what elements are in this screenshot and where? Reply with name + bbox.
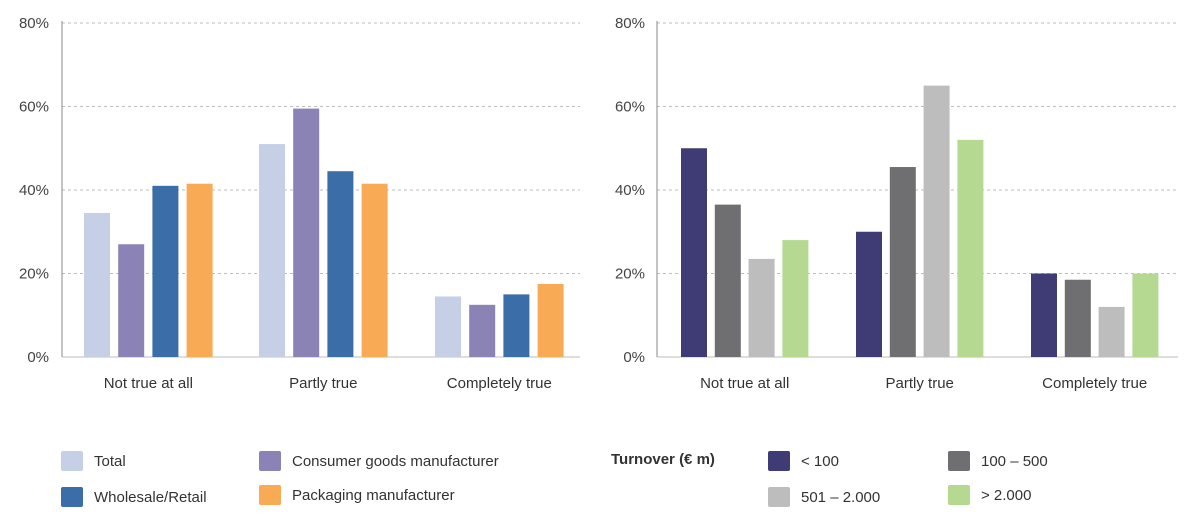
- legend-label-packaging: Packaging manufacturer: [292, 486, 455, 504]
- legend-item-over-2000: > 2.000: [948, 485, 1031, 505]
- bar: [152, 185, 179, 357]
- bar: [1064, 279, 1091, 357]
- bar: [186, 183, 213, 357]
- y-tick-label: 40%: [19, 182, 49, 199]
- y-tick-label: 60%: [19, 99, 49, 116]
- bar: [856, 231, 882, 357]
- x-category-label: Not true at all: [104, 375, 193, 392]
- y-tick-label: 20%: [19, 266, 49, 283]
- legend-item-100-500: 100 – 500: [948, 451, 1048, 471]
- bar: [259, 144, 285, 357]
- bar: [1132, 273, 1159, 357]
- legend-label-501-2000: 501 – 2.000: [801, 488, 881, 506]
- bar: [923, 85, 950, 357]
- x-category-label: Completely true: [447, 375, 552, 392]
- bar: [469, 304, 496, 357]
- legend-swatch-under-100: [768, 451, 790, 471]
- bar: [361, 183, 388, 357]
- legend-title-turnover: Turnover (€ m): [611, 451, 715, 468]
- legend-label-100-500: 100 – 500: [981, 452, 1048, 470]
- y-tick-label: 0%: [27, 349, 49, 366]
- legend-swatch-consumer-goods: [259, 451, 281, 471]
- legend-item-consumer-goods: Consumer goods manufacturer: [259, 451, 499, 471]
- bar: [537, 283, 564, 357]
- legend-label-consumer-goods: Consumer goods manufacturer: [292, 452, 499, 470]
- x-category-label: Completely true: [1042, 375, 1147, 392]
- legend-swatch-wholesale-retail: [61, 487, 83, 507]
- legend-swatch-over-2000: [948, 485, 970, 505]
- y-tick-label: 0%: [623, 349, 645, 366]
- legend-item-under-100: < 100: [768, 451, 839, 471]
- bar: [1031, 273, 1057, 357]
- y-tick-label: 60%: [615, 99, 645, 116]
- legend-item-501-2000: 501 – 2.000: [768, 487, 880, 507]
- y-tick-label: 40%: [615, 182, 645, 199]
- legend-item-total: Total: [61, 451, 126, 471]
- chart-right: 0% 20% 40% 60% 80% Not true at all Partly true…: [615, 15, 1178, 392]
- bar: [118, 244, 145, 357]
- bar: [957, 139, 984, 357]
- bar: [327, 171, 354, 357]
- legend-label-wholesale-retail: Wholesale/Retail: [94, 488, 207, 506]
- bar: [293, 108, 320, 358]
- x-category-label: Partly true: [289, 375, 357, 392]
- bar: [84, 212, 110, 357]
- y-tick-label: 80%: [19, 15, 49, 32]
- legend-label-total: Total: [94, 452, 126, 470]
- bar: [681, 148, 707, 357]
- bar: [503, 294, 530, 357]
- legend-item-packaging: Packaging manufacturer: [259, 485, 455, 505]
- bar: [889, 167, 916, 357]
- legend-swatch-packaging: [259, 485, 281, 505]
- bar: [1098, 306, 1125, 357]
- y-tick-label: 20%: [615, 266, 645, 283]
- legend-label-over-2000: > 2.000: [981, 486, 1032, 504]
- legend-swatch-501-2000: [768, 487, 790, 507]
- legend-swatch-100-500: [948, 451, 970, 471]
- bar: [435, 296, 461, 357]
- legend-swatch-total: [61, 451, 83, 471]
- bar: [748, 258, 775, 357]
- chart-left: 0% 20% 40% 60% 80% Not true at all Partly true…: [19, 15, 580, 392]
- bar: [782, 240, 809, 357]
- x-category-label: Partly true: [886, 375, 954, 392]
- y-tick-label: 80%: [615, 15, 645, 32]
- legend-item-wholesale-retail: Wholesale/Retail: [61, 487, 207, 507]
- bar: [714, 204, 741, 357]
- legend-label-under-100: < 100: [801, 452, 839, 470]
- x-category-label: Not true at all: [700, 375, 789, 392]
